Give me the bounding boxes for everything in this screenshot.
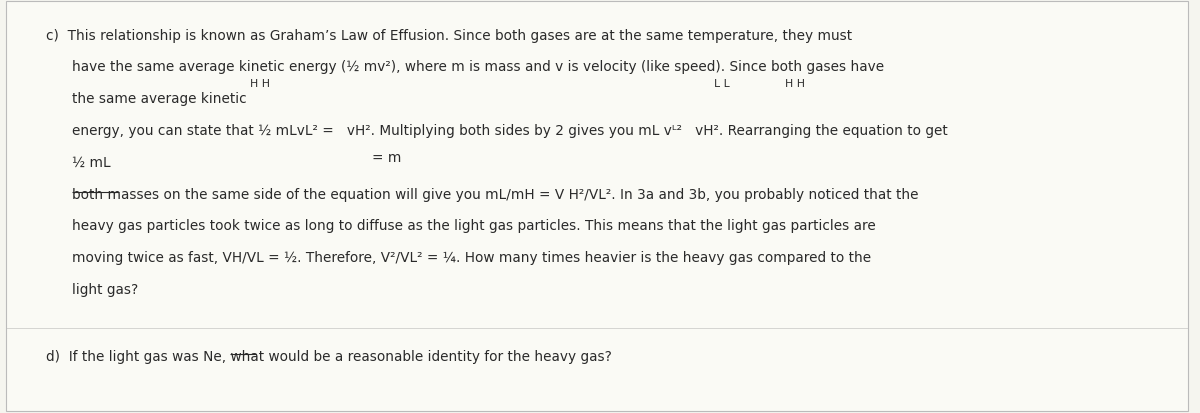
Text: heavy gas particles took twice as long to diffuse as the light gas particles. Th: heavy gas particles took twice as long t…	[72, 219, 876, 233]
Text: energy, you can state that ½ mLvL² =   vH². Multiplying both sides by 2 gives yo: energy, you can state that ½ mLvL² = vH²…	[72, 124, 948, 138]
Text: L L: L L	[714, 78, 730, 88]
Text: = m: = m	[372, 151, 401, 165]
FancyBboxPatch shape	[6, 2, 1188, 411]
Text: H H: H H	[250, 78, 270, 88]
Text: ½ mL: ½ mL	[72, 155, 110, 169]
Text: the same average kinetic: the same average kinetic	[72, 92, 247, 106]
Text: c)  This relationship is known as Graham’s Law of Effusion. Since both gases are: c) This relationship is known as Graham’…	[46, 29, 852, 43]
Text: both masses on the same side of the equation will give you mL/mH = V H²/VL². In : both masses on the same side of the equa…	[72, 187, 918, 201]
Text: moving twice as fast, VH/VL = ½. Therefore, V²/VL² = ¼. How many times heavier i: moving twice as fast, VH/VL = ½. Therefo…	[72, 251, 871, 265]
Text: have the same average kinetic energy (½ mv²), where m is mass and v is velocity : have the same average kinetic energy (½ …	[72, 60, 884, 74]
Text: d)  If the light gas was Ne, what would be a reasonable identity for the heavy g: d) If the light gas was Ne, what would b…	[46, 349, 612, 363]
Text: H H: H H	[785, 78, 805, 88]
Text: light gas?: light gas?	[72, 282, 138, 297]
